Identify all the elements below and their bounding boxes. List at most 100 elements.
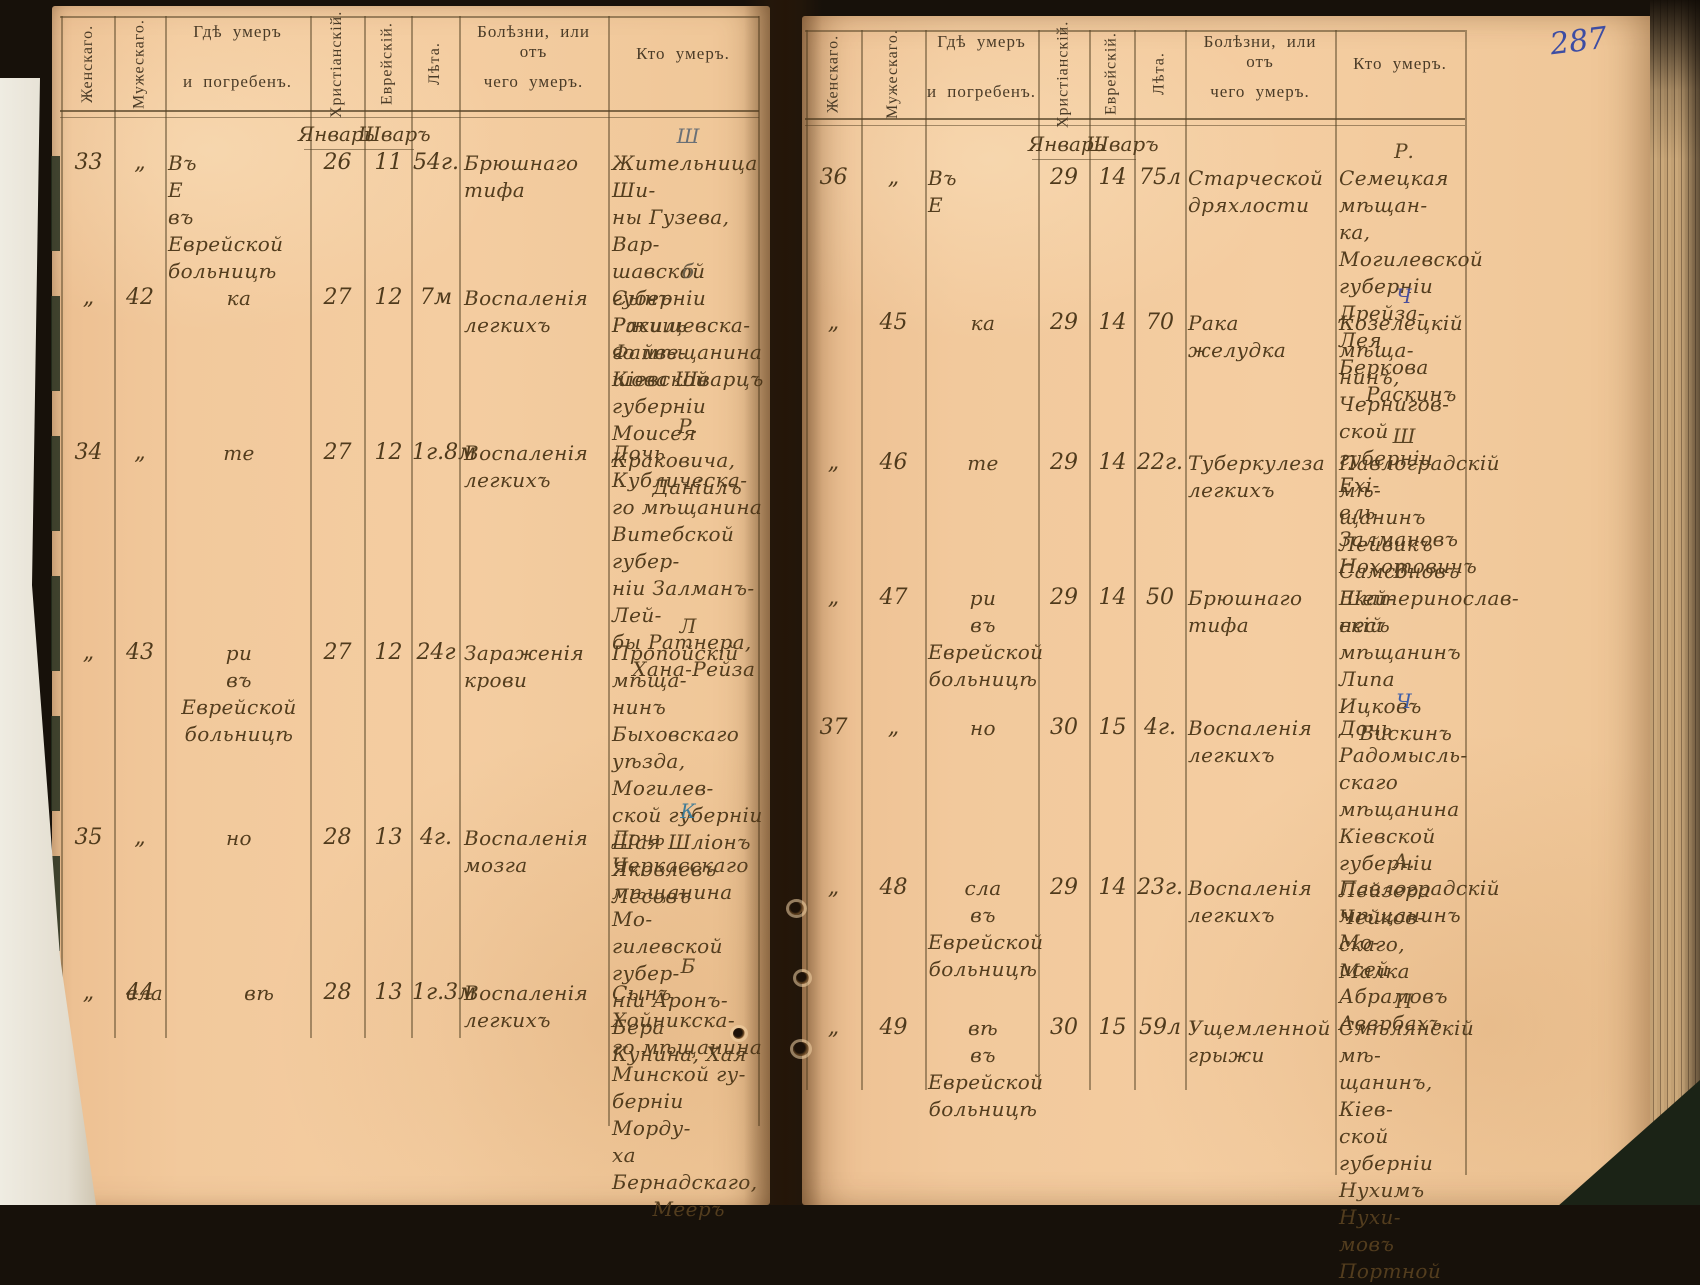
cell-christian-date: 29 bbox=[1050, 310, 1078, 335]
cell-jewish-date: 14 bbox=[1098, 450, 1127, 475]
cell-female-number: 33 bbox=[74, 150, 103, 175]
cell-who-died: б Сынъ Ржищевска- го мѣщанина Кіевской г… bbox=[612, 259, 764, 501]
cell-jewish-date: 15 bbox=[1098, 715, 1127, 740]
cell-christian-date: 28 bbox=[323, 980, 352, 1005]
header-who-died: Кто умеръ. bbox=[1353, 54, 1447, 73]
cell-cause-of-death: Воспаленія мозга bbox=[464, 826, 589, 877]
margin-letter: Ш bbox=[676, 124, 700, 148]
column-rule bbox=[861, 30, 863, 1090]
cell-where-died: ри въ Еврейской больницѣ bbox=[928, 586, 1044, 691]
worm-hole bbox=[733, 1028, 745, 1039]
cell-cause-of-death: Брюшнаго тифа bbox=[464, 151, 579, 202]
cell-age: 22г. bbox=[1136, 450, 1184, 475]
column-rule bbox=[1038, 30, 1040, 1090]
cell-female-number: „ bbox=[827, 875, 840, 900]
header-male-number: Мужескаго. bbox=[130, 19, 148, 109]
cell-jewish-date: 11 bbox=[374, 150, 403, 175]
cell-christian-date: 28 bbox=[323, 825, 352, 850]
cell-where-died: те bbox=[967, 451, 999, 475]
cell-where-died: Въ Е въ Еврейской больницѣ bbox=[168, 151, 284, 283]
cell-female-number: 35 bbox=[74, 825, 103, 850]
cell-christian-date: 27 bbox=[323, 640, 352, 665]
column-rule bbox=[1335, 30, 1337, 1175]
cell-where-died: те bbox=[223, 441, 255, 465]
column-rule bbox=[1089, 30, 1091, 1090]
header-jewish-date: Еврейскій. bbox=[378, 22, 396, 106]
cell-cause-of-death: Туберкулеза легкихъ bbox=[1188, 451, 1326, 502]
cell-male-number: 49 bbox=[879, 1015, 908, 1040]
cell-cause-of-death: Воспаленія легкихъ bbox=[1188, 876, 1313, 927]
header-where-line2: и погребенъ. bbox=[926, 82, 1037, 101]
cell-male-number: 44 bbox=[126, 980, 154, 1005]
register-right-page: 287 Женскаго. Мужескаго. Гдѣ умеръ и пог… bbox=[802, 16, 1658, 1283]
cell-age: 1г.3м bbox=[412, 980, 477, 1005]
header-disease-line2: чего умеръ. bbox=[483, 72, 584, 91]
header-disease-line1: Болѣзни, или отъ bbox=[477, 22, 590, 61]
header-christian-date: Христіанскій. bbox=[328, 10, 345, 118]
column-rule bbox=[114, 16, 116, 1038]
fore-edge-shading bbox=[1650, 0, 1700, 1205]
cell-who-died: Б Сынъ Хойникска- го мѣщанина Минской гу… bbox=[612, 954, 764, 1223]
margin-letter: Ч bbox=[1396, 284, 1412, 308]
cell-female-number: „ bbox=[82, 285, 95, 310]
cell-cause-of-death: Воспаленія легкихъ bbox=[1188, 716, 1313, 767]
header-disease-line2: чего умеръ. bbox=[1210, 82, 1310, 101]
cell-jewish-date: 14 bbox=[1098, 875, 1127, 900]
who-died-text: Смѣлянскій мѣ- щанинъ, Кіев- ской губерн… bbox=[1339, 1016, 1475, 1283]
cell-cause-of-death: Брюшнаго тифа bbox=[1188, 586, 1303, 637]
cell-female-number: „ bbox=[82, 980, 95, 1005]
cell-cause-of-death: Воспаленія легкихъ bbox=[464, 981, 589, 1032]
cell-who-died: Р. Семецкая мѣщан- ка, Могилевской губер… bbox=[1339, 139, 1484, 408]
cell-where-died: ка bbox=[226, 286, 252, 310]
who-died-text: Екатеринослав- скій мѣщанинъ Липа Ицковъ… bbox=[1339, 586, 1520, 745]
cell-christian-date: 29 bbox=[1050, 585, 1078, 610]
cell-female-number: „ bbox=[827, 585, 840, 610]
column-rule bbox=[411, 16, 413, 1038]
cell-male-number: „ bbox=[134, 825, 146, 850]
cell-age: 59л bbox=[1138, 1015, 1181, 1040]
cell-cause-of-death: Воспаленія легкихъ bbox=[464, 441, 589, 492]
cell-jewish-date: 12 bbox=[374, 285, 403, 310]
month-label-jewish: Шваръ bbox=[358, 122, 431, 146]
column-rule bbox=[61, 16, 63, 1038]
who-died-text: Сынъ Ржищевска- го мѣщанина Кіевской губ… bbox=[612, 286, 763, 499]
worm-hole bbox=[796, 972, 809, 984]
cell-age: 54г. bbox=[412, 150, 460, 175]
cell-jewish-date: 14 bbox=[1098, 165, 1127, 190]
cell-male-number: 48 bbox=[879, 875, 908, 900]
month-label-christian: Январь bbox=[298, 122, 375, 146]
cell-male-number: 42 bbox=[126, 285, 154, 310]
header-where-line1: Гдѣ умеръ bbox=[193, 22, 282, 41]
who-died-text: Дочь Кублическа- го мѣщанина Витебской г… bbox=[612, 441, 763, 681]
header-age: Лѣта. bbox=[1150, 52, 1168, 96]
cell-who-died: Ч Дочь Радомысль- скаго мѣщанина Кіевско… bbox=[1339, 689, 1469, 985]
who-died-text: Козелецкій мѣща- нинъ, Чернигов- ской гу… bbox=[1339, 311, 1478, 578]
column-rule bbox=[608, 16, 610, 1126]
header-where-line2: и погребенъ. bbox=[182, 72, 293, 91]
header-age: Лѣта. bbox=[426, 42, 443, 86]
column-rule bbox=[1465, 30, 1467, 1175]
cell-female-number: „ bbox=[827, 450, 840, 475]
cell-who-died: А. Павлоградскій мѣщанинъ Мо- исей Абрам… bbox=[1339, 849, 1500, 1037]
cell-christian-date: 27 bbox=[323, 440, 352, 465]
cell-age: 4г. bbox=[419, 825, 453, 850]
worm-hole bbox=[789, 902, 804, 915]
header-female-number: Женскаго. bbox=[79, 24, 96, 104]
margin-letter: Л bbox=[679, 614, 697, 638]
cell-where-died: ка bbox=[970, 311, 996, 335]
cell-female-number: 37 bbox=[819, 715, 848, 740]
margin-letter: Р. bbox=[1394, 139, 1414, 163]
cell-jewish-date: 13 bbox=[374, 825, 403, 850]
cell-age: 7м bbox=[419, 285, 453, 310]
binding-tape-edge bbox=[51, 156, 60, 1071]
cell-christian-date: 30 bbox=[1050, 715, 1078, 740]
cell-christian-date: 29 bbox=[1050, 450, 1078, 475]
cell-female-number: „ bbox=[827, 1015, 840, 1040]
header-where-line1: Гдѣ умеръ bbox=[937, 32, 1026, 51]
cell-jewish-date: 15 bbox=[1098, 1015, 1127, 1040]
header-disease-line1: Болѣзни, или отъ bbox=[1203, 32, 1317, 71]
who-died-text: Дочь Радомысль- скаго мѣщанина Кіевской … bbox=[1339, 716, 1468, 983]
column-rule bbox=[459, 16, 461, 1038]
who-died-text: Семецкая мѣщан- ка, Могилевской губерніи… bbox=[1339, 166, 1484, 406]
month-underline bbox=[1032, 159, 1136, 160]
